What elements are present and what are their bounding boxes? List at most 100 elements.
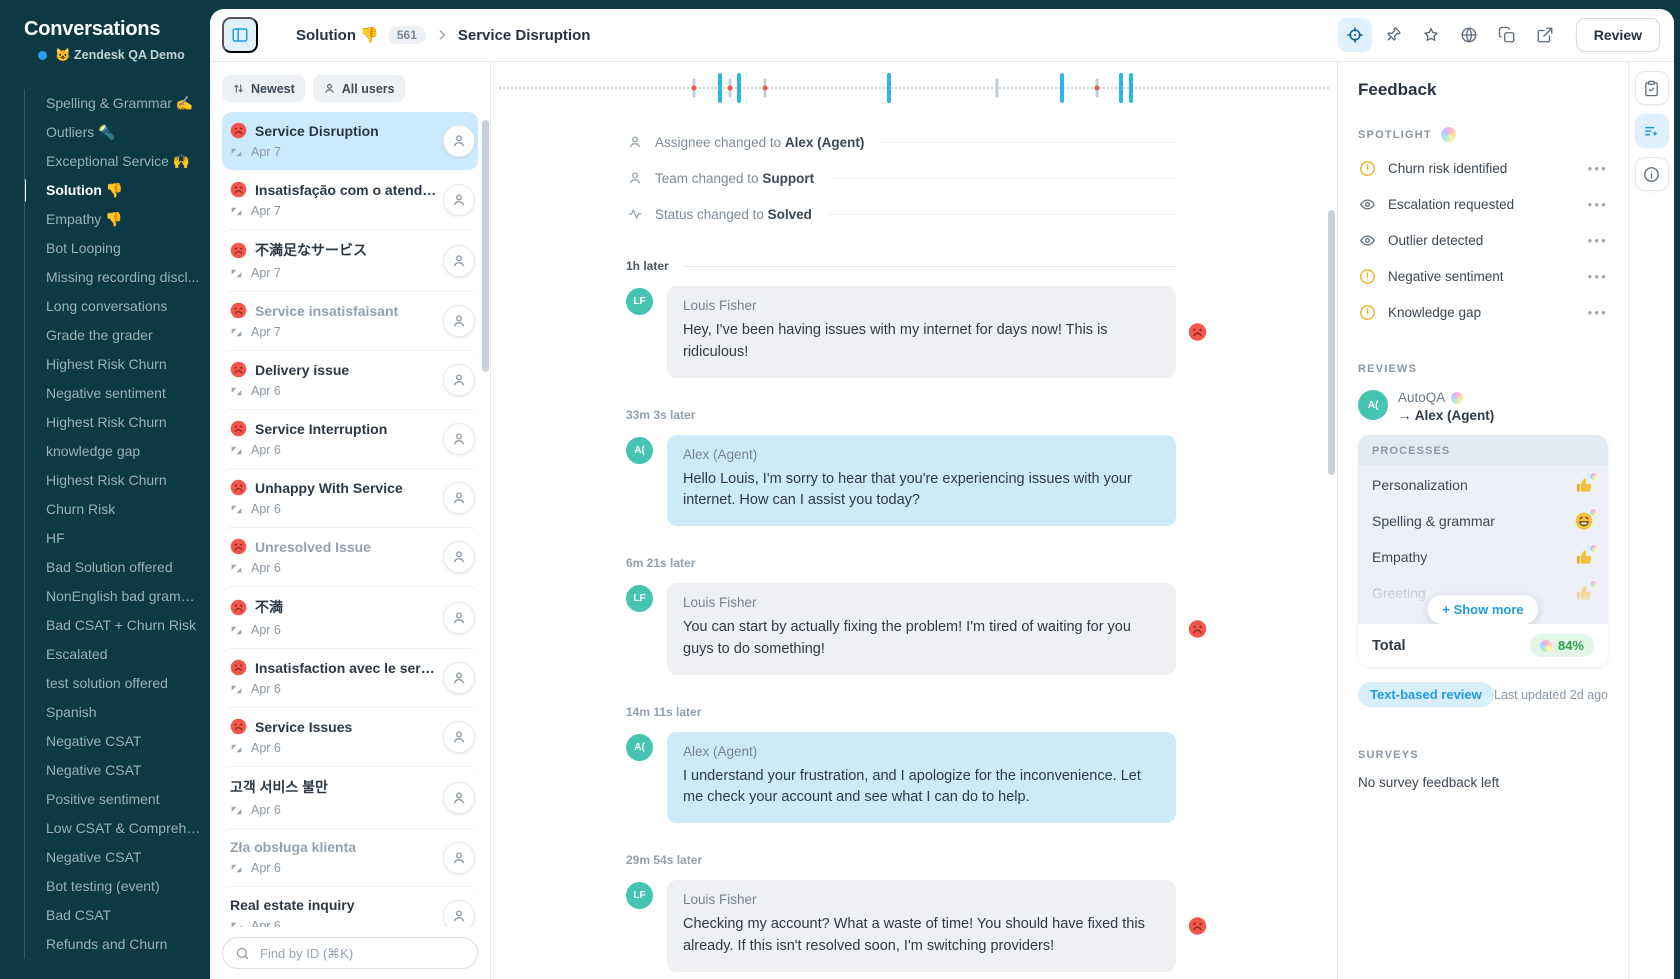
review-button[interactable]: Review	[1575, 18, 1660, 52]
more-actions-button[interactable]: ●●●	[1587, 199, 1608, 209]
text-based-review-link[interactable]: Text-based review	[1358, 682, 1494, 707]
negative-sentiment-icon	[230, 659, 247, 676]
sidebar-item[interactable]: Churn Risk	[46, 501, 116, 517]
sidebar-item[interactable]: test solution offered	[46, 675, 168, 691]
conversation-list-item[interactable]: Service Disruption Apr 7	[222, 112, 478, 170]
assignee-avatar	[443, 125, 475, 157]
message-thread: 1h later LF Louis Fisher Hey, I've been …	[626, 259, 1207, 979]
breadcrumb-category[interactable]: Solution 👎	[296, 27, 379, 44]
more-actions-button[interactable]: ●●●	[1587, 271, 1608, 281]
message-bubble[interactable]: Louis Fisher Checking my account? What a…	[667, 880, 1207, 972]
conversation-date: Apr 6	[251, 443, 281, 457]
system-event-text: Status changed to Solved	[655, 206, 812, 222]
timeline-negative-dot	[691, 85, 697, 91]
list-scrollbar[interactable]	[482, 120, 489, 372]
message-avatar: A(	[626, 733, 653, 761]
sidebar-item[interactable]: Highest Risk Churn	[46, 472, 167, 488]
sidebar-item[interactable]: Spanish	[46, 704, 97, 720]
conversation-list-item[interactable]: Real estate inquiry Apr 6	[222, 886, 478, 927]
divider-line	[830, 177, 1176, 179]
sidebar-item[interactable]: Low CSAT & Comprehe...	[46, 820, 206, 836]
sidebar-item[interactable]: Bad CSAT	[46, 907, 112, 923]
timeline-marker[interactable]	[736, 73, 741, 103]
show-more-button[interactable]: + Show more	[1427, 595, 1539, 624]
conversation-list-item[interactable]: 고객 서비스 불만 Apr 6	[222, 766, 478, 828]
time-divider: 33m 3s later	[626, 408, 1176, 422]
sidebar-item[interactable]: Refunds and Churn	[46, 936, 168, 952]
process-row[interactable]: Personalization	[1358, 467, 1608, 503]
conversation-list-item[interactable]: 不満 Apr 6	[222, 586, 478, 648]
sidebar-item[interactable]: knowledge gap	[46, 443, 141, 459]
sidebar-item[interactable]: Bad Solution offered	[46, 559, 173, 575]
timeline-marker[interactable]	[1129, 73, 1134, 103]
sidebar-item[interactable]: Spelling & Grammar ✍️	[46, 95, 194, 111]
target-icon[interactable]	[1337, 18, 1372, 52]
globe-icon[interactable]	[1452, 18, 1486, 52]
sidebar-item[interactable]: Escalated	[46, 646, 108, 662]
conversation-list-item[interactable]: Service insatisfaisant Apr 7	[222, 291, 478, 350]
timeline-marker[interactable]	[995, 78, 999, 98]
negative-sentiment-icon	[230, 538, 247, 555]
info-button[interactable]	[1634, 157, 1669, 191]
find-by-id-input[interactable]	[258, 944, 465, 962]
more-actions-button[interactable]: ●●●	[1587, 235, 1608, 245]
sidebar-item[interactable]: Bot testing (event)	[46, 878, 160, 894]
time-divider: 1h later	[626, 259, 1176, 273]
conversation-list-item[interactable]: Delivery issue Apr 6	[222, 350, 478, 409]
process-row[interactable]: Empathy	[1358, 539, 1608, 575]
conversation-list-item[interactable]: Zła obsługa klienta Apr 6	[222, 828, 478, 886]
timeline-marker[interactable]	[887, 73, 892, 103]
timeline-marker[interactable]	[1119, 73, 1124, 103]
copy-icon[interactable]	[1490, 18, 1524, 52]
feedback-tab-button[interactable]	[1634, 114, 1669, 148]
chevron-right-icon	[435, 28, 449, 42]
timeline-marker[interactable]	[718, 73, 723, 103]
more-actions-button[interactable]: ●●●	[1587, 163, 1608, 173]
sidebar-item[interactable]: Highest Risk Churn	[46, 414, 167, 430]
star-icon[interactable]	[1414, 18, 1448, 52]
sort-filter-button[interactable]: Newest	[222, 75, 305, 102]
message-bubble[interactable]: Alex (Agent) I understand your frustrati…	[667, 731, 1176, 823]
pin-icon[interactable]	[1376, 18, 1410, 52]
chat-scrollbar[interactable]	[1328, 210, 1335, 475]
spotlight-item: Outlier detected ●●●	[1358, 222, 1608, 258]
sidebar-item[interactable]: Positive sentiment	[46, 791, 160, 807]
sidebar-item[interactable]: Negative CSAT	[46, 849, 142, 865]
open-external-icon[interactable]	[1528, 18, 1562, 52]
more-actions-button[interactable]: ●●●	[1587, 307, 1608, 317]
sidebar-item[interactable]: Empathy 👎	[46, 211, 123, 227]
message-author: Louis Fisher	[683, 892, 757, 907]
conversation-list-item[interactable]: Insatisfação com o atendime... Apr 7	[222, 170, 478, 229]
message-bubble[interactable]: Alex (Agent) Hello Louis, I'm sorry to h…	[667, 434, 1176, 526]
sidebar-item[interactable]: Grade the grader	[46, 327, 153, 343]
sidebar-item[interactable]: Outliers 🔦	[46, 124, 116, 140]
conversation-list-item[interactable]: Service Interruption Apr 6	[222, 409, 478, 468]
sidebar-item[interactable]: Highest Risk Churn	[46, 356, 167, 372]
sidebar-item[interactable]: NonEnglish bad grammar	[46, 588, 205, 604]
sidebar-item[interactable]: Negative CSAT	[46, 762, 142, 778]
conversation-list-item[interactable]: Service Issues Apr 6	[222, 707, 478, 766]
conversation-list-item[interactable]: Insatisfaction avec le service Apr 6	[222, 648, 478, 707]
scorecard-button[interactable]	[1634, 71, 1669, 105]
sidebar-item[interactable]: Missing recording discl...	[46, 269, 200, 285]
assignee-avatar	[443, 662, 475, 694]
sidebar-item[interactable]: Bot Looping	[46, 240, 121, 256]
conversation-list-item[interactable]: Unhappy With Service Apr 6	[222, 468, 478, 527]
sidebar-item[interactable]: Solution 👎	[25, 176, 209, 205]
sidebar-item[interactable]: Long conversations	[46, 298, 168, 314]
conversation-list-item[interactable]: Unresolved Issue Apr 6	[222, 527, 478, 586]
users-filter-button[interactable]: All users	[312, 75, 405, 102]
sidebar-item[interactable]: Bad CSAT + Churn Risk	[46, 617, 197, 633]
sidebar-item[interactable]: Exceptional Service 🙌	[46, 153, 191, 169]
timeline-marker[interactable]	[1060, 73, 1065, 103]
message-bubble[interactable]: Louis Fisher You can start by actually f…	[667, 583, 1207, 675]
conversation-list-item[interactable]: 不満足なサービス Apr 7	[222, 229, 478, 291]
sidebar-item[interactable]: Negative CSAT	[46, 733, 142, 749]
message-bubble[interactable]: Louis Fisher Hey, I've been having issue…	[667, 286, 1207, 378]
workspace-selector[interactable]: 😺 Zendesk QA Demo	[38, 48, 210, 63]
process-row[interactable]: Spelling & grammar	[1358, 503, 1608, 539]
sidebar-item[interactable]: HF	[46, 530, 65, 546]
sidebar-item[interactable]: Negative sentiment	[46, 385, 166, 401]
sidebar-toggle-button[interactable]	[222, 17, 258, 53]
main-card: Solution 👎 561 Service Disruption	[210, 9, 1674, 979]
